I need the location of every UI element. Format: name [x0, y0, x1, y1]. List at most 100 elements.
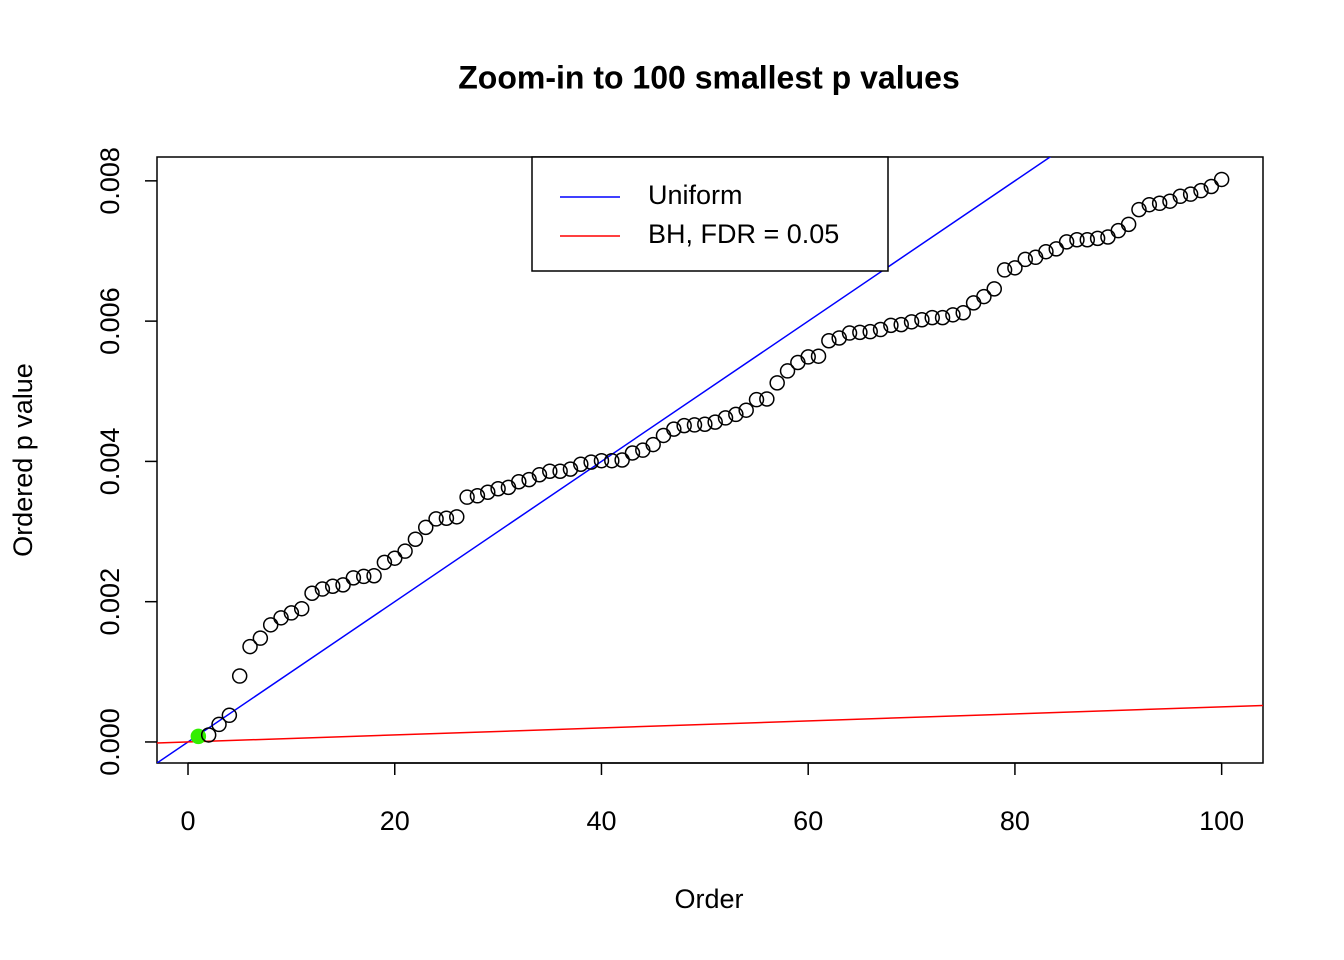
- point: [417, 519, 434, 536]
- point: [521, 471, 537, 488]
- point: [645, 436, 661, 453]
- point: [831, 330, 847, 346]
- point: [1048, 241, 1065, 257]
- point: [965, 295, 982, 311]
- point: [1203, 178, 1220, 195]
- point: [304, 585, 320, 602]
- point: [717, 410, 734, 426]
- point: [562, 461, 579, 477]
- point: [728, 406, 744, 423]
- point: [666, 421, 682, 437]
- point: [283, 605, 300, 621]
- point: [480, 484, 496, 501]
- point: [490, 481, 506, 497]
- point: [1038, 243, 1054, 260]
- point: [273, 610, 289, 626]
- point: [945, 307, 961, 323]
- point: [573, 456, 589, 472]
- point: [583, 454, 599, 470]
- point: [955, 304, 971, 321]
- point: [810, 348, 827, 364]
- point: [1131, 201, 1147, 218]
- point: [686, 417, 703, 433]
- point: [262, 617, 279, 633]
- point: [883, 317, 899, 334]
- point: [748, 391, 765, 408]
- point: [914, 311, 930, 328]
- point: [397, 543, 413, 559]
- point: [531, 466, 548, 483]
- point: [376, 554, 393, 571]
- point: [1058, 234, 1075, 250]
- point: [934, 309, 951, 326]
- point: [1213, 171, 1230, 188]
- point: [769, 375, 785, 391]
- y-tick-label: 0.006: [95, 287, 125, 355]
- reference-line: [157, 704, 1263, 744]
- point: [200, 727, 217, 743]
- point: [986, 281, 1003, 297]
- point: [500, 479, 517, 496]
- legend-label: Uniform: [648, 180, 743, 210]
- point: [1007, 260, 1023, 276]
- point: [335, 577, 351, 593]
- point: [614, 452, 630, 468]
- plot-area: [157, 157, 1263, 763]
- point: [1120, 216, 1137, 233]
- point: [314, 581, 331, 597]
- point: [790, 354, 806, 371]
- point: [976, 288, 992, 305]
- point: [1151, 195, 1168, 212]
- point: [903, 314, 920, 330]
- point: [386, 550, 403, 566]
- point: [1017, 251, 1034, 268]
- point: [924, 309, 940, 326]
- y-tick-label: 0.004: [95, 428, 125, 496]
- point: [759, 391, 775, 407]
- point: [593, 452, 610, 469]
- x-tick-label: 60: [793, 806, 823, 836]
- y-tick-label: 0.000: [95, 708, 125, 776]
- legend-label: BH, FDR = 0.05: [648, 219, 839, 249]
- point: [1141, 196, 1158, 213]
- y-tick-label: 0.008: [95, 147, 125, 215]
- point: [469, 488, 486, 504]
- point: [1162, 193, 1178, 209]
- point: [893, 316, 909, 333]
- point: [1193, 182, 1209, 199]
- point: [438, 510, 455, 526]
- point: [1027, 249, 1044, 266]
- point: [552, 463, 568, 479]
- point: [407, 531, 424, 548]
- point: [242, 638, 258, 655]
- point: [738, 402, 754, 418]
- point: [449, 509, 465, 525]
- point: [355, 568, 372, 585]
- point: [841, 325, 858, 341]
- point: [459, 489, 475, 505]
- point: [1079, 232, 1096, 248]
- point: [252, 630, 269, 646]
- point: [324, 578, 341, 594]
- point: [542, 463, 558, 479]
- point: [1089, 230, 1106, 247]
- point: [996, 262, 1013, 278]
- point: [511, 473, 527, 490]
- point: [676, 417, 692, 434]
- x-tick-label: 0: [180, 806, 195, 836]
- point: [635, 442, 651, 458]
- reference-line: [157, 157, 1052, 763]
- y-tick-label: 0.002: [95, 568, 125, 636]
- point: [624, 445, 641, 461]
- x-tick-label: 40: [586, 806, 616, 836]
- point: [655, 427, 672, 444]
- legend-box: [531, 156, 889, 272]
- point: [821, 333, 837, 349]
- point: [1100, 229, 1116, 245]
- point: [366, 567, 382, 584]
- point: [1172, 188, 1189, 205]
- point: [231, 668, 248, 684]
- x-axis-label: Order: [674, 884, 743, 914]
- point: [872, 321, 889, 338]
